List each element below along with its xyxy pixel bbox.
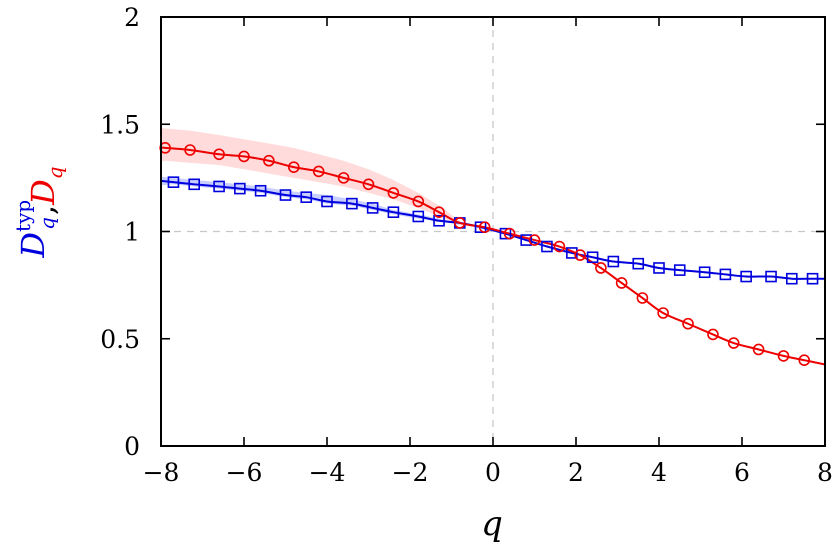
marker-circle (362, 178, 375, 191)
x-tick-label: 4 (651, 458, 667, 487)
x-tick-labels: −8 −6 −4 −2 0 2 4 6 8 (143, 458, 832, 487)
marker-square (520, 234, 533, 246)
x-tick-label: 0 (485, 458, 501, 487)
band-series-2 (161, 127, 460, 226)
y-tick-label: 0 (124, 432, 140, 461)
marker-circle (478, 221, 491, 234)
x-tick-label: −8 (143, 458, 180, 487)
marker-square (653, 262, 665, 274)
marker-square (673, 264, 686, 276)
marker-square (387, 206, 400, 218)
axis-ticks (160, 16, 826, 447)
y-axis-label-text: Dtypq,Dq (11, 166, 67, 258)
y-axis-label-part: D (24, 179, 62, 206)
marker-circle (287, 161, 300, 173)
marker-circle (528, 234, 541, 246)
x-tick-label: 8 (817, 458, 832, 487)
series-lines (160, 146, 826, 366)
x-tick-label: −4 (309, 458, 346, 487)
marker-circle (412, 195, 425, 208)
marker-circle (682, 317, 694, 330)
marker-square (433, 214, 445, 227)
marker-circle (615, 277, 628, 289)
marker-circle (238, 150, 250, 163)
marker-square (541, 240, 553, 253)
marker-square (234, 182, 246, 195)
marker-circle (574, 249, 586, 261)
x-tick-label: 2 (568, 458, 584, 487)
marker-circle (727, 337, 740, 349)
marker-square (698, 266, 711, 279)
marker-circle (595, 262, 607, 274)
x-tick-label: 6 (734, 458, 750, 487)
marker-square (167, 176, 180, 188)
marker-square (607, 255, 620, 268)
x-axis-label: q (481, 504, 503, 544)
marker-circle (184, 144, 196, 156)
marker-circle (263, 154, 275, 167)
x-tick-label: −6 (226, 458, 263, 487)
marker-square (254, 184, 267, 197)
marker-square (474, 221, 487, 234)
y-axis-label-sub: q (43, 166, 67, 179)
marker-circle (387, 187, 400, 199)
y-axis-label-part: D (14, 232, 52, 259)
line-series-1 (160, 179, 825, 280)
y-axis-label: Dtypq,Dq (11, 166, 67, 258)
y-tick-label: 0.5 (100, 325, 140, 354)
marker-square (213, 180, 225, 193)
marker-square (188, 178, 200, 191)
x-tick-label: −2 (392, 458, 429, 487)
marker-square (566, 247, 578, 259)
marker-square (719, 268, 732, 281)
marker-circle (503, 227, 516, 240)
marker-square (765, 270, 777, 283)
marker-circle (777, 350, 790, 362)
uncertainty-bands (161, 127, 460, 226)
marker-square (806, 272, 819, 285)
marker-square (300, 191, 313, 203)
marker-circle (707, 328, 719, 341)
y-tick-labels: 0 0.5 1 1.5 2 (100, 3, 140, 461)
marker-circle (752, 343, 765, 356)
y-tick-label: 1.5 (100, 110, 140, 139)
reference-lines (161, 17, 825, 446)
series-markers (159, 142, 819, 367)
marker-square (412, 210, 425, 223)
marker-circle (636, 292, 649, 304)
y-axis-label-sub: q (35, 217, 59, 230)
marker-square (366, 202, 379, 214)
y-tick-label: 2 (124, 3, 140, 32)
marker-square (632, 257, 645, 270)
line-series-2 (160, 146, 826, 366)
marker-square (499, 227, 512, 240)
marker-square (586, 251, 599, 264)
marker-circle (798, 354, 811, 367)
y-axis-label-part: , (24, 205, 62, 215)
marker-circle (213, 148, 225, 161)
y-tick-label: 1 (124, 218, 140, 247)
marker-square (785, 272, 798, 285)
marker-circle (657, 307, 669, 319)
marker-circle (453, 217, 466, 229)
marker-square (279, 189, 292, 201)
marker-square (740, 270, 752, 283)
marker-circle (312, 165, 325, 178)
marker-square (321, 195, 333, 208)
marker-square (346, 197, 358, 210)
marker-circle (553, 240, 566, 253)
y-axis-label-sup: typ (11, 200, 35, 232)
marker-circle (433, 206, 445, 218)
marker-circle (337, 172, 350, 184)
